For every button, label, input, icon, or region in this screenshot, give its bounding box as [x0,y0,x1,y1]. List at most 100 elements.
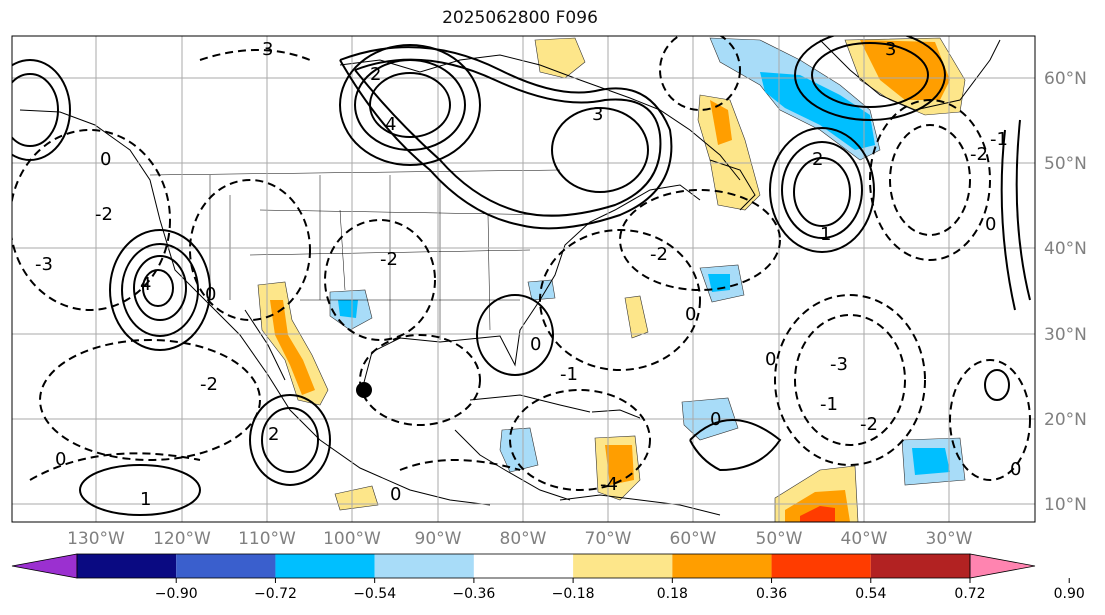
lon-tick-label: 100°W [323,529,381,549]
contour-label: 0 [685,304,696,325]
shade-yellow-newfoundland [697,94,761,211]
shade-orange-lesser-antilles [605,445,634,485]
contour-label: -1 [560,364,578,385]
contour-label: -2 [380,249,398,270]
longitude-labels: 130°W 120°W 110°W 100°W 90°W 80°W 70°W 6… [67,529,973,549]
colorbar: −0.90 −0.72 −0.54 −0.36 −0.18 0.18 0.36 0.54 0.7… [11,553,1085,602]
lon-tick-label: 60°W [670,529,717,549]
shade-yellow-midatlantic [624,295,649,339]
map-title: 2025062800 F096 [442,8,598,28]
colorbar-segment [275,554,375,578]
negative-contours [12,36,1031,491]
lon-tick-label: 120°W [153,529,211,549]
shade-cyan-texas [338,300,358,318]
contour-label: 0 [710,409,721,430]
shade-cyan-east-atlantic [912,448,950,475]
shade-blue-florida-coast [527,279,556,301]
contour-label: 3 [262,39,273,60]
contour-label: 1 [820,224,831,245]
lat-tick-label: 30°N [1044,325,1087,345]
colorbar-extend-low [11,553,78,579]
contour-label: 0 [530,334,541,355]
contour-label: 4 [140,274,151,295]
colorbar-segment [176,554,276,578]
coast-north-america-west [19,109,491,506]
contour-label: -2 [970,144,988,165]
lon-tick-label: 80°W [500,529,547,549]
shade-cyan-north-atlantic [760,72,875,150]
colorbar-tick-label: 0.54 [855,586,886,602]
colorbar-tick-label: −0.72 [254,586,297,602]
political-boundaries [149,169,561,340]
colorbar-tick-label: 0.36 [756,586,787,602]
lon-tick-label: 110°W [238,529,296,549]
colorbar-outline [76,553,971,579]
contour-label: 0 [1010,459,1021,480]
contour-label: -4 [600,474,618,495]
coast-gulf-and-east [361,184,701,391]
contour-label: -1 [990,129,1008,150]
colorbar-tick-label: 0.90 [1054,586,1085,602]
colorbar-extend-high [969,553,1036,579]
contour-label: 0 [100,149,111,170]
colorbar-segment [573,554,673,578]
contour-label: 2 [268,424,279,445]
lon-tick-label: 70°W [585,529,632,549]
shade-red-south-atlantic [800,506,835,522]
contour-label: -3 [35,254,53,275]
contour-label: 0 [765,349,776,370]
lat-tick-label: 40°N [1044,239,1087,259]
contour-labels: 3 3 3 4 4 2 2 2 1 1 0 0 0 0 0 0 0 0 0 0 … [35,39,1021,510]
contour-label: -2 [200,374,218,395]
colorbar-tick-label: 0.18 [657,586,688,602]
map-frame [11,35,1036,523]
contour-label: -2 [650,244,668,265]
colorbar-tick-label: −0.90 [155,586,198,602]
coast-baja [244,309,286,381]
positive-contours [12,36,1031,516]
colorbar-tick-label: −0.54 [353,586,396,602]
colorbar-segment [771,554,871,578]
colorbar-segment [473,554,574,578]
shade-orange-newfoundland [710,100,732,145]
contour-label: -3 [830,354,848,375]
colorbar-segment [374,554,474,578]
lon-tick-label: 90°W [415,529,462,549]
graticule [12,36,1035,522]
shade-blue-central-america [499,427,539,473]
contour-label: 4 [385,114,396,135]
coast-canada-hudson [339,54,741,181]
latitude-labels: 60°N 50°N 40°N 30°N 20°N 10°N [1044,69,1087,515]
colorbar-segment [870,554,970,578]
shade-orange-baja [270,300,315,395]
black-dot-marker [356,382,372,398]
contour-label: 3 [592,104,603,125]
coast-cuba [469,394,591,413]
contour-label: -2 [860,414,878,435]
contour-label: -2 [95,204,113,225]
lat-tick-label: 10°N [1044,495,1087,515]
coast-hispaniola [591,409,641,419]
coastlines [19,39,1001,516]
colorbar-tick-label: −0.36 [452,586,495,602]
coast-central-america [454,429,571,501]
lon-tick-label: 30°W [926,529,973,549]
lat-tick-label: 50°N [1044,154,1087,174]
colorbar-tick-label: 0.72 [954,586,985,602]
lat-tick-label: 60°N [1044,69,1087,89]
lon-tick-label: 50°W [756,529,803,549]
contour-label: 0 [55,449,66,470]
contour-label: 0 [205,284,216,305]
contour-label: 2 [370,64,381,85]
contour-label: 1 [140,489,151,510]
colorbar-segment [672,554,772,578]
shade-darkorange-greenland [860,40,950,100]
contour-label: 0 [985,214,996,235]
contour-label: -1 [820,394,838,415]
coast-newfoundland [709,159,756,211]
colorbar-tick-label: −0.18 [552,586,595,602]
contour-label: 3 [885,39,896,60]
contour-label: 2 [812,149,823,170]
lon-tick-label: 130°W [67,529,125,549]
